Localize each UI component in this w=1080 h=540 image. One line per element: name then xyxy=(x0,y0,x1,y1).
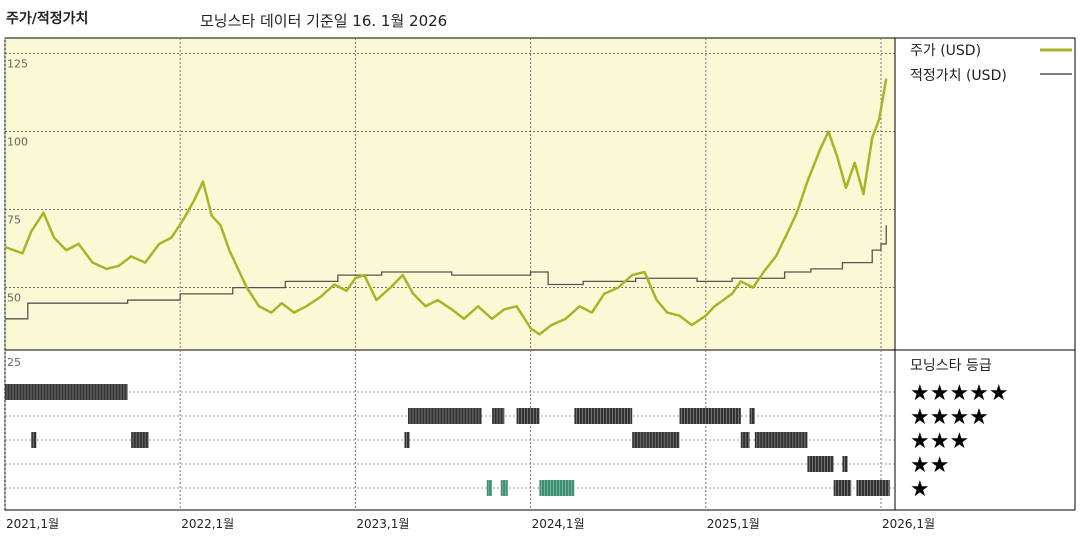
rating-level-stars: ★ xyxy=(910,477,930,502)
y-tick-label: 50 xyxy=(7,292,21,305)
legend: 주가 (USD) 적정가치 (USD) 모닝스타 등급 xyxy=(910,43,1072,374)
x-tick-label: 2023,1월 xyxy=(356,517,409,531)
price-line xyxy=(4,78,888,336)
fair-value-line xyxy=(5,225,887,320)
x-tick-label: 2026,1월 xyxy=(882,517,935,531)
y-tick-label: 125 xyxy=(7,58,28,71)
rating-bar-segment xyxy=(131,432,149,448)
rating-level-stars: ★★ xyxy=(910,453,949,478)
rating-bar-segment xyxy=(679,408,741,424)
legend-fair-label: 적정가치 (USD) xyxy=(910,68,1007,84)
chart-title: 주가/적정가치 xyxy=(6,11,89,27)
rating-panel: 25★★★★★★★★★★★★★★★ xyxy=(5,356,1009,502)
rating-level-stars: ★★★ xyxy=(910,429,969,454)
legend-price-label: 주가 (USD) xyxy=(910,43,981,59)
rating-bar-segment xyxy=(632,432,680,448)
x-tick-label: 2025,1월 xyxy=(707,517,760,531)
rating-legend-title: 모닝스타 등급 xyxy=(910,358,992,374)
x-tick-label: 2021,1월 xyxy=(6,517,59,531)
price-panel: 2021,1월 2022,1월 2023,1월 2024,1월 2025,1월 2026,… xyxy=(4,37,1076,531)
rating-bar-segment xyxy=(842,456,848,472)
price-panel-background xyxy=(5,38,895,350)
rating-bar-segment xyxy=(807,456,834,472)
rating-bar-segment xyxy=(407,408,482,424)
x-tick-label: 2022,1월 xyxy=(181,517,234,531)
rating-bar-segment xyxy=(740,432,750,448)
rating-bar-segment xyxy=(856,480,890,496)
rating-bar-segment xyxy=(749,408,755,424)
rating-bar-segment xyxy=(31,432,37,448)
y-tick-label: 100 xyxy=(7,136,28,149)
rating-bar-segment xyxy=(486,480,493,496)
rating-level-stars: ★★★★★ xyxy=(910,381,1009,406)
rating-bar-segment xyxy=(404,432,410,448)
rating-y-tick-label: 25 xyxy=(7,356,21,369)
rating-bar-segment xyxy=(516,408,540,424)
x-tick-label: 2024,1월 xyxy=(532,517,585,531)
rating-level-stars: ★★★★ xyxy=(910,405,989,430)
rating-bar-segment xyxy=(500,480,508,496)
y-tick-label: 75 xyxy=(7,214,21,227)
rating-bar-segment xyxy=(833,480,852,496)
chart-subtitle: 모닝스타 데이터 기준일 16. 1월 2026 xyxy=(200,12,448,30)
rating-bar-segment xyxy=(492,408,505,424)
